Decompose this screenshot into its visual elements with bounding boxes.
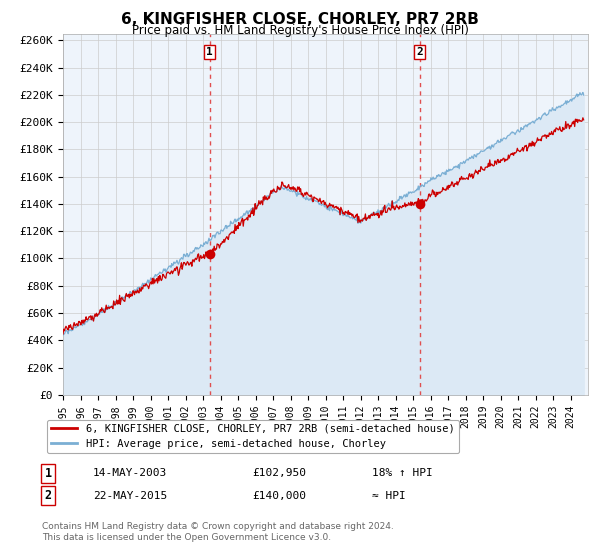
Text: 18% ↑ HPI: 18% ↑ HPI — [372, 468, 433, 478]
Text: Price paid vs. HM Land Registry's House Price Index (HPI): Price paid vs. HM Land Registry's House … — [131, 24, 469, 37]
Text: This data is licensed under the Open Government Licence v3.0.: This data is licensed under the Open Gov… — [42, 533, 331, 542]
Text: £140,000: £140,000 — [252, 491, 306, 501]
Text: 1: 1 — [44, 466, 52, 480]
Text: £102,950: £102,950 — [252, 468, 306, 478]
Legend: 6, KINGFISHER CLOSE, CHORLEY, PR7 2RB (semi-detached house), HPI: Average price,: 6, KINGFISHER CLOSE, CHORLEY, PR7 2RB (s… — [47, 419, 458, 453]
Text: 1: 1 — [206, 47, 213, 57]
Text: 6, KINGFISHER CLOSE, CHORLEY, PR7 2RB: 6, KINGFISHER CLOSE, CHORLEY, PR7 2RB — [121, 12, 479, 27]
Text: Contains HM Land Registry data © Crown copyright and database right 2024.: Contains HM Land Registry data © Crown c… — [42, 522, 394, 531]
Text: 2: 2 — [44, 489, 52, 502]
Text: 22-MAY-2015: 22-MAY-2015 — [93, 491, 167, 501]
Text: 2: 2 — [416, 47, 423, 57]
Text: ≈ HPI: ≈ HPI — [372, 491, 406, 501]
Text: 14-MAY-2003: 14-MAY-2003 — [93, 468, 167, 478]
